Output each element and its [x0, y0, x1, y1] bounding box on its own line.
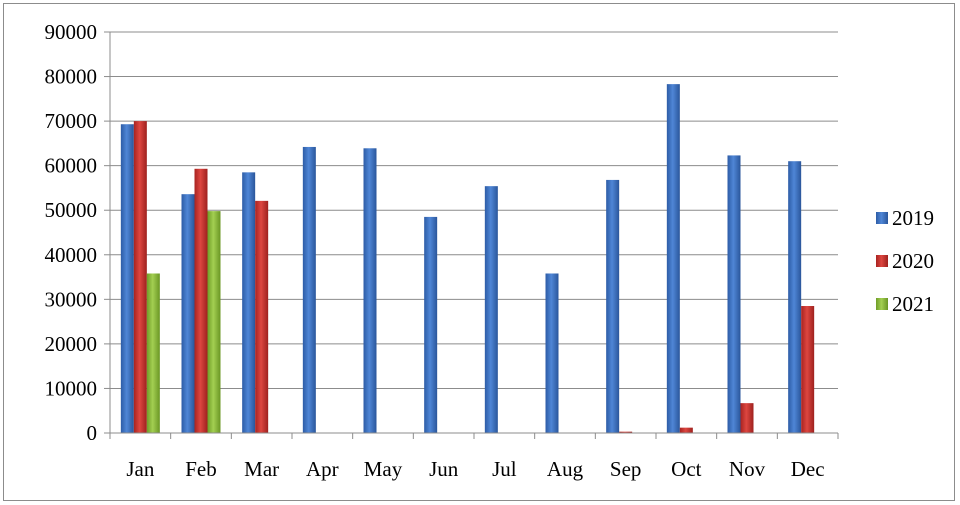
axes: 0 10000 20000 30000 40000 50000 60000 70000 8000…	[45, 20, 839, 481]
y-tick-label: 30000	[45, 287, 98, 311]
y-tick-label: 0	[87, 421, 98, 445]
legend-swatch-2020	[876, 255, 888, 267]
bar-2021-Jan	[146, 273, 160, 433]
x-tick-label: Feb	[185, 457, 217, 481]
bar-2019-Sep	[606, 179, 620, 433]
bar-2019-May	[363, 148, 377, 434]
bar-2021-Feb	[207, 211, 221, 433]
bar-2020-Jan	[133, 121, 147, 433]
x-tick-label: Dec	[791, 457, 825, 481]
bar-2019-Dec	[788, 161, 802, 433]
y-tick-label: 80000	[45, 65, 98, 89]
y-tick-label: 10000	[45, 376, 98, 400]
y-tick-label: 70000	[45, 109, 98, 133]
bar-2020-Mar	[255, 200, 269, 433]
bar-2020-Sep	[619, 431, 633, 433]
legend-label-2020: 2020	[892, 249, 934, 273]
legend-label-2021: 2021	[892, 292, 934, 316]
x-tick-label: Nov	[729, 457, 766, 481]
y-tick-label: 90000	[45, 20, 98, 44]
legend-label-2019: 2019	[892, 206, 934, 230]
bar-2019-Apr	[302, 146, 316, 433]
bar-2019-Nov	[727, 155, 741, 433]
y-tick-label: 20000	[45, 332, 98, 356]
x-tick-label: Jan	[126, 457, 154, 481]
bar-2019-Jan	[120, 124, 134, 433]
bars	[120, 84, 815, 434]
bar-2020-Oct	[679, 427, 693, 433]
x-tick-label: Jul	[492, 457, 517, 481]
bar-2020-Feb	[194, 168, 208, 433]
legend-swatch-2019	[876, 212, 888, 224]
bar-2020-Nov	[740, 403, 754, 433]
y-tick-label: 40000	[45, 243, 98, 267]
x-tick-label: May	[364, 457, 403, 481]
gridlines	[110, 31, 838, 389]
y-tick-label: 50000	[45, 198, 98, 222]
x-tick-label: Mar	[244, 457, 279, 481]
bar-2019-Aug	[545, 273, 559, 433]
bar-2019-Mar	[242, 172, 256, 433]
y-tick-label: 60000	[45, 154, 98, 178]
bar-2019-Jul	[484, 186, 498, 433]
x-tick-label: Apr	[306, 457, 339, 481]
bar-2019-Jun	[424, 216, 438, 433]
bar-2020-Dec	[801, 306, 815, 433]
x-tick-label: Sep	[610, 457, 642, 481]
bar-2019-Oct	[666, 84, 680, 433]
x-tick-label: Aug	[547, 457, 584, 481]
x-tick-label: Jun	[429, 457, 459, 481]
x-tick-label: Oct	[671, 457, 701, 481]
legend-swatch-2021	[876, 298, 888, 310]
legend: 2019 2020 2021	[876, 206, 934, 316]
bar-2019-Feb	[181, 194, 195, 433]
